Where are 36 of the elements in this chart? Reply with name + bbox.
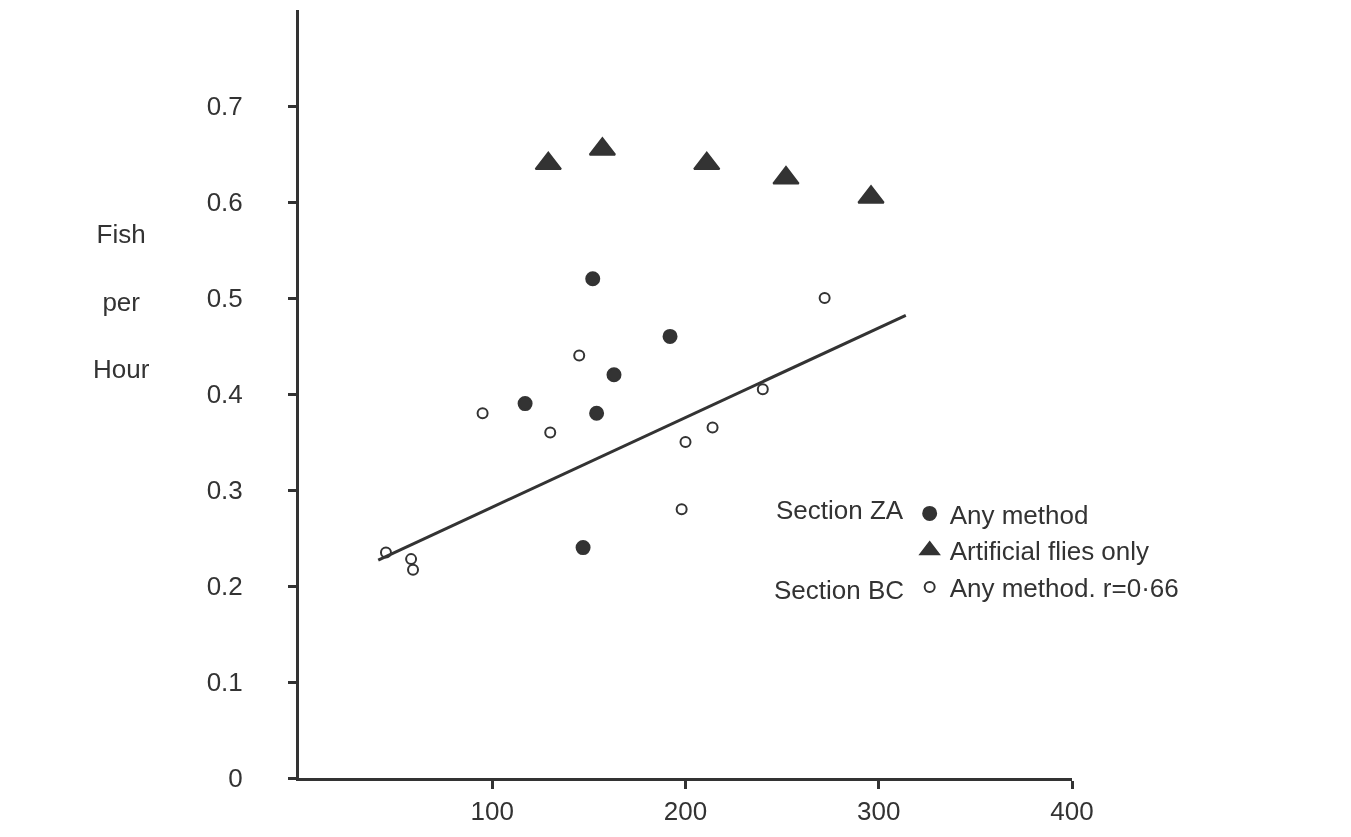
y-tick-label: 0.7 <box>206 91 243 122</box>
point <box>756 383 769 396</box>
text: Fish per Hour <box>93 219 150 385</box>
y-tick-label: 0.2 <box>206 571 243 602</box>
point <box>517 396 533 412</box>
annotation: Section ZA <box>776 495 904 525</box>
legend-label: Artificial flies only <box>949 536 1150 567</box>
y-tick-label: 0.5 <box>206 283 243 314</box>
point <box>662 328 678 344</box>
x-tick-label: 100 <box>470 796 514 827</box>
x-tick-label: 200 <box>663 796 708 827</box>
legend-label: Any method. r=0·66 <box>949 573 1179 604</box>
legend-label: Any method <box>949 499 1089 530</box>
point <box>405 553 418 566</box>
point <box>575 540 591 556</box>
point <box>693 151 721 171</box>
y-tick-label: 0.3 <box>206 475 243 506</box>
point <box>407 563 420 576</box>
point <box>476 407 489 420</box>
x-tick-label: 300 <box>857 796 901 827</box>
point <box>675 503 688 516</box>
point <box>585 271 601 287</box>
y-tick-label: 0.6 <box>206 187 243 218</box>
point <box>818 292 831 304</box>
point <box>544 426 557 439</box>
point <box>706 421 719 434</box>
y-tick-label: 0.1 <box>206 667 243 698</box>
point <box>573 349 586 362</box>
y-tick-label: 0.4 <box>206 379 243 410</box>
point <box>606 367 622 383</box>
point <box>589 405 605 421</box>
point <box>679 436 692 448</box>
annotation: Section BC <box>774 575 905 605</box>
x-tick-label: 400 <box>1050 796 1094 827</box>
point <box>534 151 562 171</box>
y-tick-label: 0 <box>228 763 243 794</box>
